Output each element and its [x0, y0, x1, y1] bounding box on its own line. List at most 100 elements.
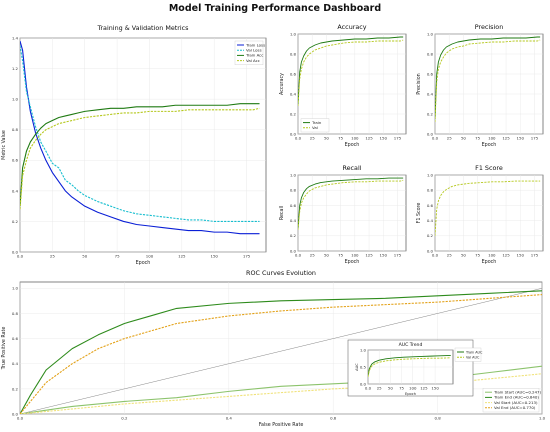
- f1-xtick-label: 50: [461, 253, 466, 258]
- auc-series-line-0: [368, 354, 451, 376]
- precision-xtick-label: 50: [461, 136, 466, 141]
- accuracy-xtick-label: 150: [380, 136, 388, 141]
- roc-series-line-2: [20, 373, 542, 414]
- precision-xtick-label: 25: [447, 136, 452, 141]
- precision-xtick-label: 150: [517, 136, 525, 141]
- recall-chart: 0.0 25 50 75 100 125 150 175 0.0 0.2 0.4 0.6 0.8 1.0 R…: [279, 164, 407, 265]
- roc-series-line-1: [20, 290, 542, 414]
- metrics-title: Training & Validation Metrics: [96, 24, 189, 32]
- precision-ytick-label: 0.0: [427, 131, 434, 136]
- metrics-xtick-label: 25: [50, 254, 55, 259]
- metrics-series-group: [20, 40, 260, 235]
- f1-grid: [434, 174, 543, 252]
- recall-xtick-label: 125: [365, 253, 373, 258]
- metrics-series-line-1: [20, 45, 260, 222]
- roc-diagonal: [19, 288, 543, 415]
- accuracy-plot-area: [297, 33, 407, 135]
- recall-ytick-label: 0.0: [290, 248, 297, 253]
- f1-series-line-0: [435, 180, 541, 236]
- recall-xtick-label: 25: [310, 253, 315, 258]
- precision-chart: 0.0 25 50 75 100 125 150 175 0.0 0.2 0.4 0.6 0.8 1.0 P…: [416, 23, 544, 148]
- legend-entry: Train End (AUC=0.840): [493, 395, 539, 400]
- auc-series-line-1: [368, 357, 451, 377]
- accuracy-series-line-1: [298, 39, 404, 107]
- accuracy-xtick-label: 25: [310, 136, 315, 141]
- auc-title: AUC Trend: [399, 342, 423, 348]
- accuracy-ytick-label: 0.8: [290, 51, 297, 56]
- metrics-ytick-label: 1.4: [12, 35, 19, 40]
- auc-xtick-label: 50: [388, 386, 393, 391]
- recall-xtick-label: 150: [380, 253, 388, 258]
- roc-ytick-label: 0.0: [12, 411, 19, 416]
- recall-xtick-label: 50: [324, 253, 329, 258]
- accuracy-title: Accuracy: [337, 23, 366, 31]
- recall-xlabel: Epoch: [345, 259, 360, 265]
- recall-xtick-label: 175: [394, 253, 402, 258]
- metrics-ytick-label: 0.6: [12, 158, 19, 163]
- auc-xtick-label: 0.0: [365, 386, 372, 391]
- legend-entry: Val Start (AUC=0.213): [494, 400, 538, 405]
- accuracy-xlabel: Epoch: [345, 142, 360, 148]
- metrics-xtick-label: 125: [178, 254, 186, 259]
- accuracy-xtick-label: 125: [365, 136, 373, 141]
- precision-ytick-label: 0.8: [427, 51, 434, 56]
- metrics-ytick-label: 1.0: [12, 97, 19, 102]
- auc-xtick-label: 25: [377, 386, 382, 391]
- auc-ytick-label: 0.5: [360, 364, 367, 369]
- auc-series-group: [368, 354, 451, 377]
- precision-xtick-label: 100: [488, 136, 496, 141]
- recall-ytick-label: 0.8: [290, 188, 297, 193]
- f1-ytick-label: 0.6: [427, 203, 434, 208]
- auc-ytick-label: 0.0: [360, 381, 367, 386]
- accuracy-chart: 0.0 25 50 75 100 125 150 175 0.0 0.2 0.4 0.6 0.8 1.0 A…: [279, 23, 407, 148]
- precision-series-line-1: [435, 39, 541, 123]
- precision-ylabel: Precision: [416, 73, 422, 94]
- recall-ytick-label: 1.0: [290, 172, 297, 177]
- legend-entry: Val Loss: [246, 48, 262, 53]
- accuracy-ytick-label: 0.6: [290, 71, 297, 76]
- auc-ylabel: AUC: [355, 363, 359, 371]
- f1-ytick-label: 0.2: [427, 233, 434, 238]
- accuracy-grid: [297, 33, 406, 135]
- legend-entry: Train Loss: [245, 42, 265, 47]
- roc-title: ROC Curves Evolution: [246, 269, 316, 277]
- metrics-series-line-3: [20, 107, 260, 210]
- roc-xtick-label: 0.4: [226, 416, 233, 421]
- precision-xtick-label: 75: [475, 136, 480, 141]
- auc-xtick-label: 150: [431, 386, 439, 391]
- legend-box: [454, 347, 482, 362]
- f1-xtick-label: 100: [488, 253, 496, 258]
- metrics-xtick-label: 175: [243, 254, 251, 259]
- roc-legend: Train Start (AUC=0.247)Train End (AUC=0.…: [482, 387, 541, 413]
- precision-plot-area: [434, 33, 544, 135]
- precision-ytick-label: 0.4: [427, 91, 434, 96]
- roc-xtick-label: 0.6: [330, 416, 337, 421]
- f1-chart: 0.0 25 50 75 100 125 150 175 0.0 0.2 0.4 0.6 0.8 1.0 F…: [416, 164, 544, 265]
- recall-ytick-label: 0.6: [290, 203, 297, 208]
- metrics-grid: [19, 37, 266, 253]
- f1-ytick-label: 0.0: [427, 248, 434, 253]
- legend-entry: Train Acc: [245, 53, 263, 58]
- recall-series-line-0: [298, 177, 404, 229]
- recall-xtick-label: 0.0: [295, 253, 302, 258]
- accuracy-ytick-label: 0.2: [290, 111, 297, 116]
- accuracy-xtick-label: 175: [394, 136, 402, 141]
- roc-xlabel: False Positive Rate: [259, 422, 304, 428]
- accuracy-ytick-label: 0.4: [290, 91, 297, 96]
- f1-xlabel: Epoch: [482, 259, 497, 265]
- f1-ytick-label: 0.4: [427, 218, 434, 223]
- precision-xtick-label: 125: [502, 136, 510, 141]
- f1-xtick-label: 175: [531, 253, 539, 258]
- roc-ytick-label: 1.0: [12, 286, 19, 291]
- roc-series-line-3: [20, 294, 542, 414]
- dashboard-title: Model Training Performance Dashboard: [168, 3, 382, 14]
- recall-ylabel: Recall: [279, 206, 285, 220]
- f1-xtick-label: 150: [517, 253, 525, 258]
- precision-ytick-label: 0.2: [427, 111, 434, 116]
- precision-xtick-label: 0.0: [432, 136, 439, 141]
- metrics-chart: 0.0 25 50 75 100 125 150 175 0.0 0.2 0.4 0.6 0.8 1.0 1…: [1, 24, 267, 266]
- auc-xtick-label: 125: [420, 386, 428, 391]
- roc-xtick-label: 0.2: [121, 416, 128, 421]
